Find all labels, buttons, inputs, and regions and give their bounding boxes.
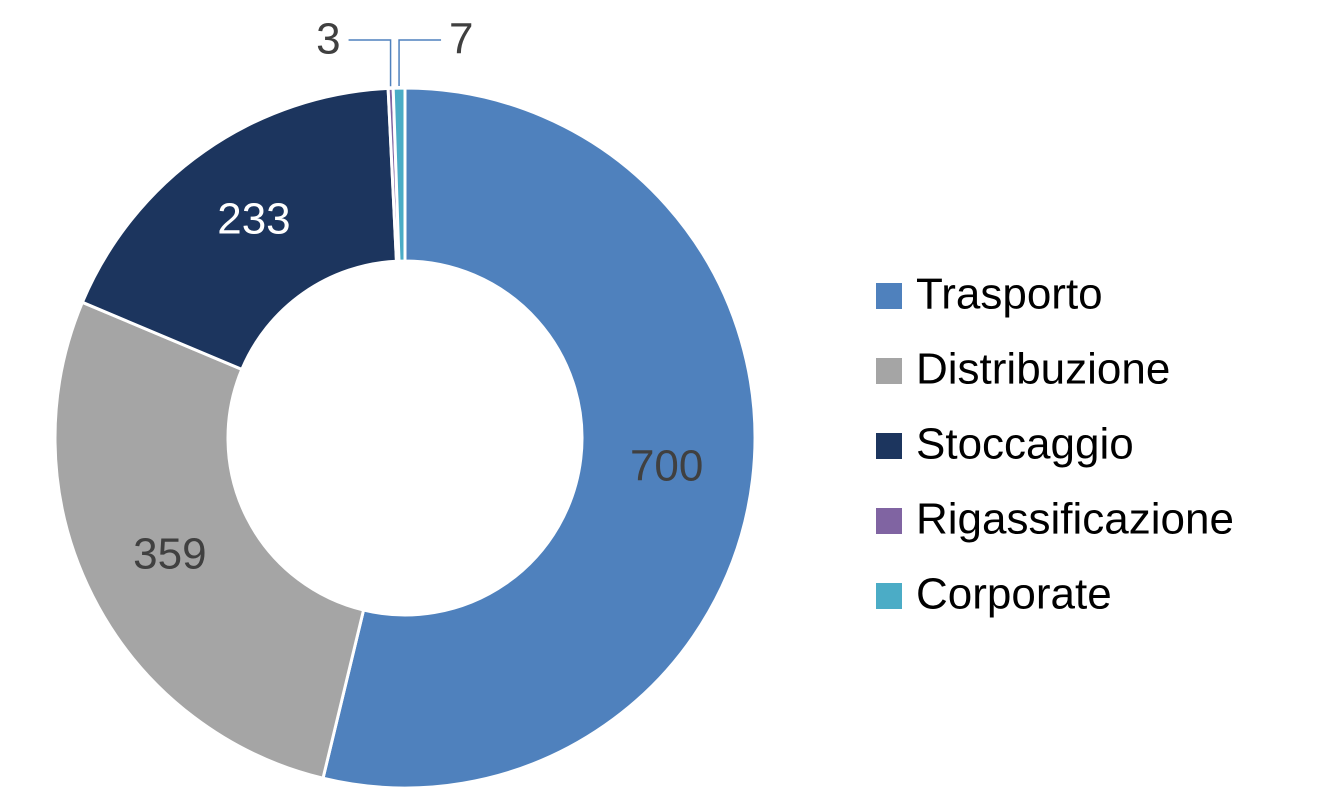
legend-label: Trasporto: [916, 270, 1103, 319]
legend-swatch: [876, 283, 902, 309]
legend-swatch: [876, 433, 902, 459]
data-label: 3: [316, 15, 340, 64]
legend-label: Distribuzione: [916, 345, 1170, 394]
legend-swatch: [876, 358, 902, 384]
donut-slice: [391, 86, 407, 263]
legend-label: Stoccaggio: [916, 420, 1134, 469]
data-label: 359: [133, 530, 206, 579]
legend-swatch: [876, 508, 902, 534]
donut-slice: [53, 300, 366, 781]
donut-slice: [80, 86, 399, 372]
legend-label: Corporate: [916, 570, 1112, 619]
leader-line: [348, 39, 392, 87]
donut-slice: [321, 86, 757, 790]
legend-label: Rigassificazione: [916, 495, 1234, 544]
legend-swatch: [876, 583, 902, 609]
leader-line: [398, 39, 442, 87]
data-label: 7: [449, 15, 473, 64]
data-label: 233: [217, 195, 290, 244]
data-label: 700: [630, 442, 703, 491]
